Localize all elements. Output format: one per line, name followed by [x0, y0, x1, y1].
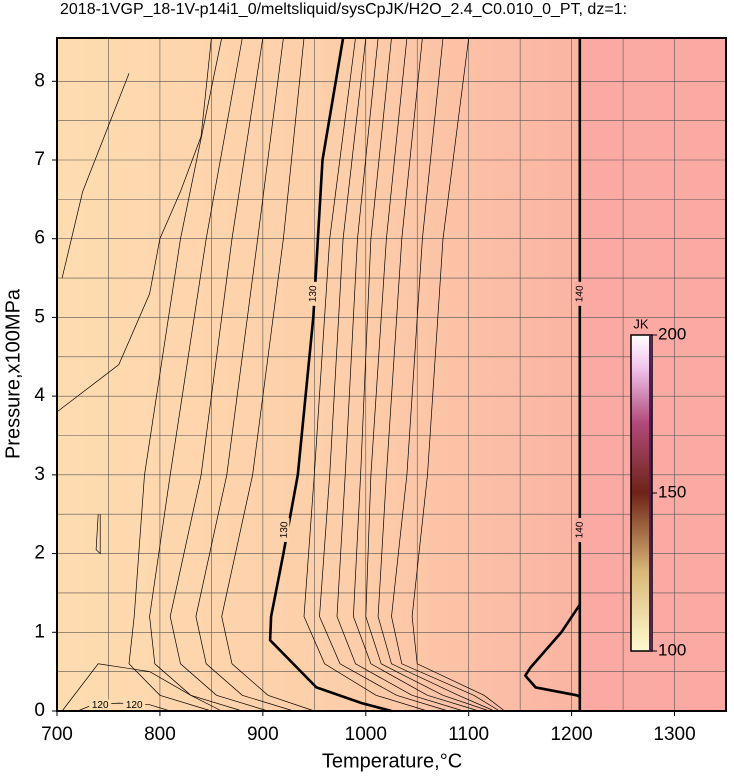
- chart-title: 2018-1VGP_18-1V-p14i1_0/meltsliquid/sysC…: [60, 1, 627, 18]
- y-tick-label: 7: [34, 149, 45, 170]
- contour-label-bg: [279, 517, 290, 542]
- x-tick-label: 900: [247, 724, 279, 745]
- contour-line: [391, 37, 500, 712]
- plot-frame: [56, 37, 727, 712]
- contour-line: [365, 37, 490, 712]
- y-tick-label: 3: [34, 464, 45, 485]
- contour-line: [523, 603, 581, 698]
- contour-line: [303, 37, 428, 712]
- x-tick-label: 1100: [448, 724, 489, 745]
- x-tick-label: 700: [41, 724, 73, 745]
- contour-label-bg: [574, 517, 585, 542]
- y-tick-label: 0: [34, 700, 45, 721]
- contour-line: [77, 702, 171, 712]
- contour-line: [268, 37, 392, 713]
- colorbar-tick-label: 150: [658, 482, 686, 501]
- contour-line: [61, 663, 222, 712]
- contour-line: [319, 37, 449, 712]
- colorbar-tick-label: 200: [658, 324, 686, 343]
- contour-label-bg: [89, 699, 112, 712]
- x-tick-label: 800: [144, 724, 176, 745]
- contour-line: [195, 37, 294, 712]
- y-tick-label: 4: [34, 385, 45, 406]
- background-region: [579, 38, 726, 711]
- y-tick-label: 6: [34, 228, 45, 249]
- contour-line: [336, 37, 464, 712]
- contour-label: 120: [126, 700, 143, 711]
- contour-label: 120: [92, 700, 109, 711]
- contour-line: [56, 37, 212, 413]
- contour-line: [353, 37, 480, 712]
- colorbar-tick-label: 100: [658, 640, 686, 659]
- y-tick-label: 1: [34, 621, 45, 642]
- contour-label: 130: [308, 285, 320, 302]
- colorbar-label: JK: [633, 316, 649, 331]
- contour-label: 130: [279, 521, 291, 538]
- contour-label: 140: [574, 285, 586, 302]
- y-tick-label: 5: [34, 306, 45, 327]
- y-axis-label: Pressure,x100MPa: [2, 288, 24, 459]
- contour-line: [128, 37, 223, 712]
- x-tick-label: 1000: [345, 724, 387, 745]
- contour-line: [95, 514, 101, 555]
- contour-line: [61, 73, 130, 279]
- contour-line: [169, 37, 269, 712]
- contour-label: 140: [574, 521, 586, 538]
- x-axis-label: Temperature,°C: [322, 750, 462, 772]
- x-tick-label: 1200: [550, 724, 592, 745]
- contour-line: [221, 37, 315, 712]
- contour-label-bg: [123, 699, 146, 712]
- y-tick-label: 2: [34, 543, 45, 564]
- contour-line: [377, 37, 495, 712]
- y-tick-label: 8: [34, 70, 45, 91]
- colorbar: [630, 334, 653, 652]
- contour-label-bg: [574, 281, 585, 306]
- x-tick-label: 1300: [653, 724, 695, 745]
- contour-line: [411, 37, 505, 712]
- contour-label-bg: [308, 281, 319, 306]
